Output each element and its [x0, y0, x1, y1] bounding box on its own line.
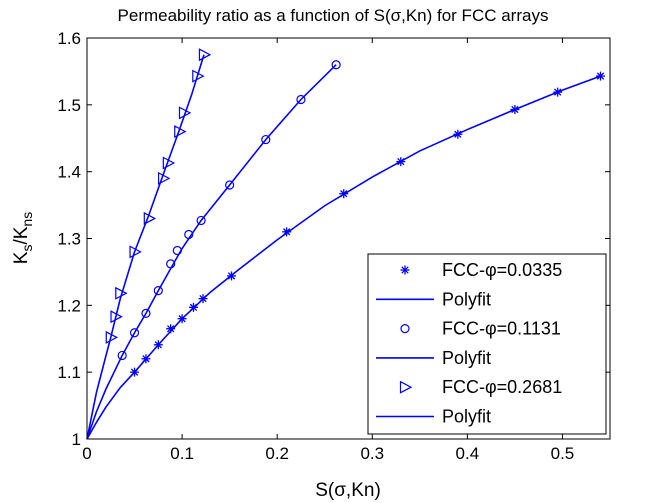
- y-label-sub2: ns: [19, 212, 35, 227]
- series-layer: [86, 48, 605, 440]
- x-tick-label: 0.3: [360, 444, 384, 463]
- legend-item: FCC-φ=0.2681: [399, 377, 562, 397]
- y-tick-label: 1.3: [57, 230, 81, 249]
- legend-item: Polyfit: [376, 289, 491, 309]
- x-tick-label: 0.1: [170, 444, 194, 463]
- data-point-stroke: [596, 72, 605, 80]
- data-point-stroke: [167, 325, 175, 333]
- chart-title: Permeability ratio as a function of S(σ,…: [118, 6, 549, 25]
- y-tick-label: 1.1: [57, 363, 81, 382]
- x-axis-label: S(σ,Kn): [315, 480, 381, 501]
- legend-marker-swatch-stroke: [401, 266, 409, 274]
- data-point: [117, 350, 127, 361]
- data-point: [296, 94, 306, 105]
- data-point: [129, 328, 140, 338]
- data-point: [153, 286, 163, 296]
- legend-label: Polyfit: [442, 348, 491, 368]
- data-point: [196, 215, 206, 226]
- y-axis-label-text: Ks/Kns: [11, 212, 35, 264]
- data-point: [331, 60, 341, 70]
- x-tick-label: 0.2: [265, 444, 289, 463]
- legend-label: FCC-φ=0.2681: [442, 377, 562, 397]
- data-point: [225, 180, 235, 190]
- y-tick-label: 1.5: [57, 96, 81, 115]
- legend-marker-swatch: [399, 380, 413, 394]
- data-point: [157, 171, 171, 185]
- series-line: [86, 64, 337, 440]
- legend-marker-swatch: [400, 324, 410, 334]
- legend-item: Polyfit: [376, 348, 491, 368]
- legend-label: Polyfit: [442, 289, 491, 309]
- legend-box: [367, 253, 607, 435]
- y-label-sub1: s: [19, 245, 35, 252]
- legend: FCC-φ=0.0335 Polyfit FCC-φ=0.1131 Polyfit FC…: [367, 253, 607, 435]
- x-tick-label: 0.5: [551, 444, 575, 463]
- ticks-layer: 0 0.1 0.2 0.3 0.4 0.5 1 1.1 1.2 1.3 1.4 1.5 1.6: [57, 29, 610, 463]
- x-tick-label: 0: [82, 444, 91, 463]
- legend-item: Polyfit: [376, 407, 491, 427]
- series-1: [86, 75, 601, 440]
- series-line: [86, 54, 205, 440]
- y-tick-label: 1.6: [57, 29, 81, 48]
- legend-item: FCC-φ=0.1131: [400, 319, 561, 339]
- legend-label: Polyfit: [442, 407, 491, 427]
- x-tick-label: 0.4: [456, 444, 480, 463]
- y-tick-label: 1.2: [57, 296, 81, 315]
- series-3: [86, 64, 337, 440]
- series-5: [86, 54, 205, 440]
- legend-label: FCC-φ=0.0335: [442, 260, 562, 280]
- y-tick-label: 1: [72, 430, 81, 449]
- data-point: [143, 211, 157, 225]
- data-point: [141, 308, 151, 318]
- legend-marker-swatch: [400, 265, 410, 275]
- y-label-sep: /K: [11, 226, 32, 244]
- series-line: [86, 75, 601, 440]
- legend-item: FCC-φ=0.0335: [400, 260, 562, 280]
- data-point: [198, 48, 212, 62]
- data-point: [261, 134, 271, 145]
- data-point: [595, 71, 605, 81]
- y-axis-label: Ks/Kns: [11, 212, 35, 264]
- legend-label: FCC-φ=0.1131: [442, 319, 561, 339]
- y-tick-label: 1.4: [57, 163, 81, 182]
- y-label-main: K: [11, 251, 32, 264]
